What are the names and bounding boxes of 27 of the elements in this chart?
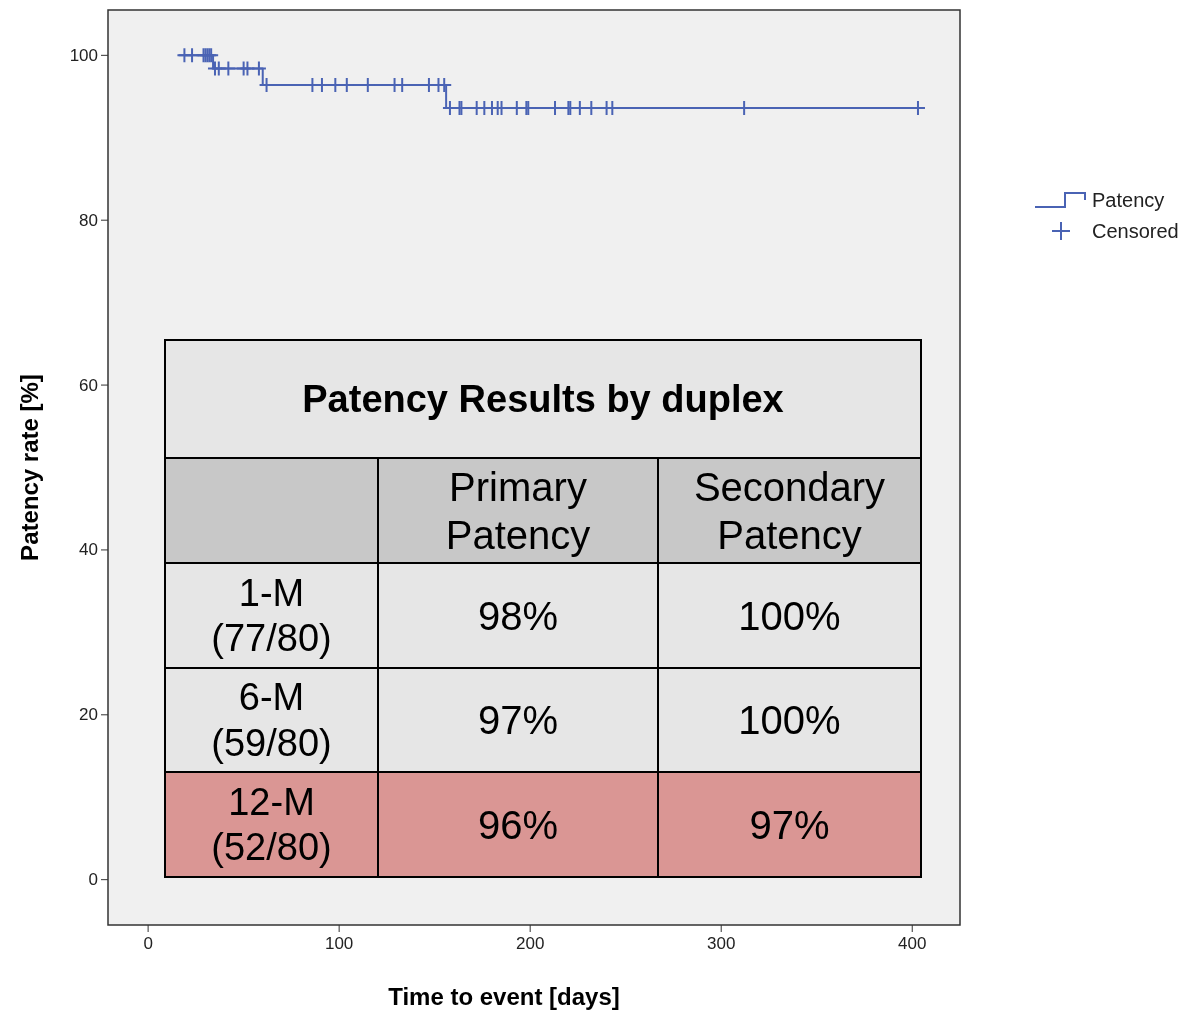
x-tick-label: 400	[898, 934, 927, 953]
y-tick-label: 100	[69, 45, 98, 65]
x-tick-label: 200	[515, 934, 545, 953]
text: 97%	[477, 698, 559, 742]
text: 97%	[749, 802, 830, 847]
y-tick-label: 60	[79, 375, 98, 395]
text: 100%	[738, 593, 841, 638]
y-tick-label: 40	[79, 540, 98, 560]
y-tick-label: 0	[88, 870, 98, 890]
y-tick-label: 80	[79, 210, 98, 230]
text: 96%	[477, 802, 559, 847]
category-label: 6-M (59/80)	[211, 676, 332, 764]
legend-label: Censored	[1092, 220, 1179, 242]
x-tick-label: 0	[143, 934, 153, 953]
category-label: 12-M (52/80)	[211, 780, 332, 869]
y-tick-label: 20	[79, 705, 98, 725]
x-tick-label: 300	[707, 934, 736, 953]
category-label: Primary Patency	[445, 464, 591, 557]
y-axis-title: Patency rate [%]	[16, 374, 43, 561]
x-axis-title: Time to event [days]	[388, 983, 620, 1010]
x-tick-label: 100	[324, 934, 354, 953]
text: Patency Results by duplex	[302, 378, 784, 420]
text: 98%	[477, 593, 559, 638]
category-label: 1-M (77/80)	[211, 571, 332, 660]
text: 100%	[738, 698, 841, 742]
legend-label: Patency	[1092, 189, 1165, 211]
category-label: Secondary Patency	[693, 464, 886, 557]
